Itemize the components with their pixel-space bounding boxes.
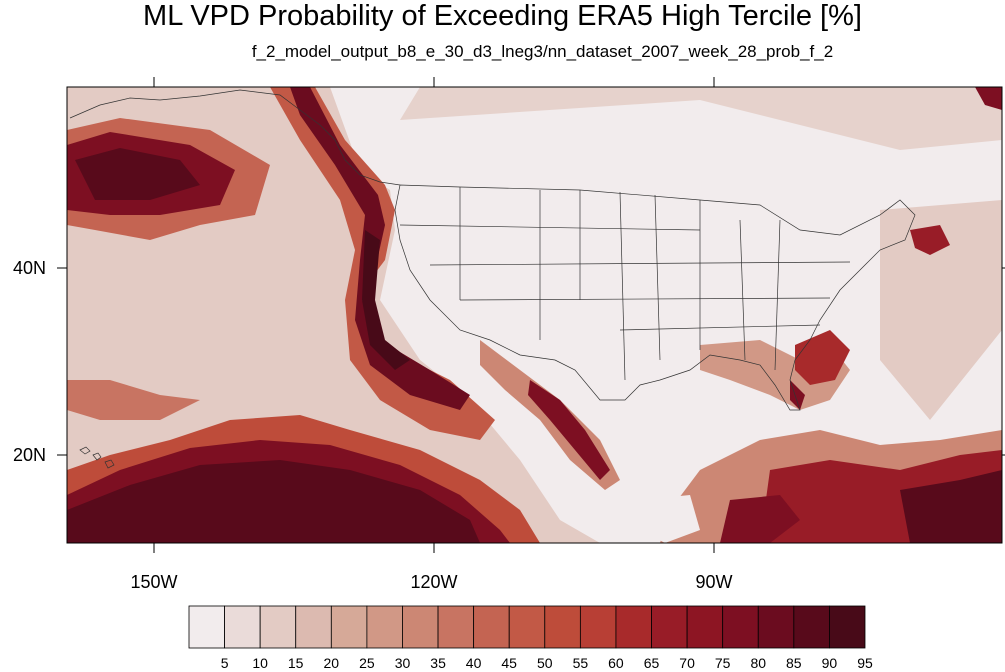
colorbar-tick-label: 40 xyxy=(465,655,482,671)
us-boundaries xyxy=(394,184,916,411)
colorbar-tick-label: 30 xyxy=(394,655,411,671)
colorbar-tick-label: 50 xyxy=(537,655,553,671)
colorbar-tick-label: 70 xyxy=(679,655,695,671)
map-subtitle: f_2_model_output_b8_e_30_d3_lneg3/nn_dat… xyxy=(251,42,834,61)
colorbar-tick-label: 10 xyxy=(252,655,268,671)
colorbar-tick-label: 35 xyxy=(430,655,446,671)
colorbar-box xyxy=(473,605,510,649)
plot-frame xyxy=(66,86,1003,544)
lon-label-90w: 90W xyxy=(695,572,733,592)
lat-label-40n: 40N xyxy=(13,258,47,278)
colorbar-tick-label: 25 xyxy=(359,655,375,671)
lon-label-150w: 150W xyxy=(130,572,178,592)
colorbar-tick-label: 55 xyxy=(572,655,589,671)
coastlines xyxy=(69,89,401,469)
lon-label-120w: 120W xyxy=(410,572,458,592)
colorbar-tick-label: 75 xyxy=(714,655,731,671)
colorbar-box xyxy=(224,605,261,649)
colorbar-tick-label: 5 xyxy=(220,655,229,671)
colorbar-box xyxy=(829,605,866,649)
colorbar-box xyxy=(366,605,403,649)
colorbar-box xyxy=(508,605,546,649)
colorbar-tick-label: 60 xyxy=(608,655,624,671)
colorbar-box xyxy=(402,605,439,649)
colorbar-tick-label: 85 xyxy=(786,655,802,671)
lat-label-20n: 20N xyxy=(13,445,47,465)
colorbar-tick-label: 80 xyxy=(750,655,767,671)
colorbar-box xyxy=(722,605,759,649)
colorbar xyxy=(188,605,866,649)
map-title: ML VPD Probability of Exceeding ERA5 Hig… xyxy=(143,0,862,32)
axis-ticks xyxy=(57,77,1005,553)
colorbar-box xyxy=(295,605,332,649)
colorbar-tick-label: 20 xyxy=(323,655,340,671)
colorbar-box xyxy=(686,605,724,649)
colorbar-tick-label: 65 xyxy=(643,655,660,671)
colorbar-box xyxy=(437,605,475,649)
probability-field xyxy=(67,87,1002,543)
colorbar-box xyxy=(544,605,581,649)
colorbar-box xyxy=(259,605,297,649)
colorbar-box xyxy=(579,605,617,649)
colorbar-tick-label: 45 xyxy=(501,655,517,671)
colorbar-tick-label: 90 xyxy=(821,655,838,671)
colorbar-box xyxy=(651,605,688,649)
colorbar-tick-label: 15 xyxy=(287,655,304,671)
colorbar-box xyxy=(330,605,368,649)
colorbar-box xyxy=(757,605,795,649)
colorbar-box xyxy=(615,605,652,649)
colorbar-box xyxy=(793,605,830,649)
colorbar-tick-label: 95 xyxy=(857,655,873,671)
colorbar-box xyxy=(188,605,225,649)
